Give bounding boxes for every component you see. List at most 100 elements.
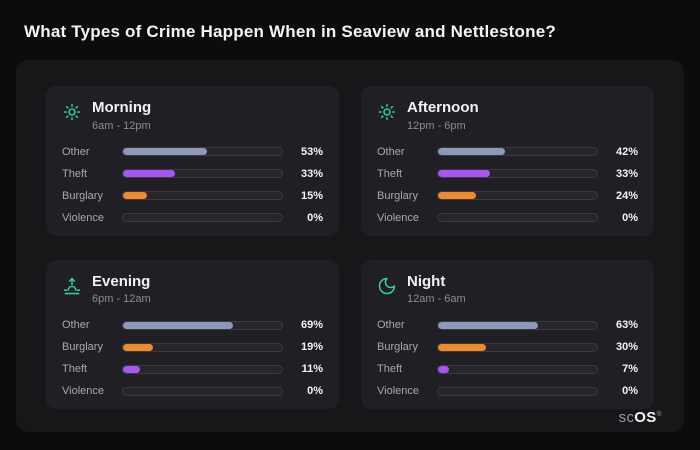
bar-label: Burglary: [62, 189, 103, 202]
bar-rows: Other 42% Theft 33% Burglary 24% Violenc…: [377, 146, 638, 224]
bar-rows: Other 63% Burglary 30% Theft 7% Violence: [377, 319, 638, 397]
bar-label: Violence: [62, 385, 104, 397]
bar-label: Theft: [377, 363, 403, 375]
bar-track: [122, 213, 283, 222]
bar-row: Other 42%: [377, 146, 638, 158]
bar-track: [437, 386, 598, 396]
bar-track: [437, 213, 598, 222]
card-head-text: Night 12am - 6am: [407, 273, 466, 305]
bar-row: Violence 0%: [62, 385, 323, 397]
bar-label: Theft: [62, 167, 88, 180]
bar-track: [437, 364, 598, 374]
bar-label: Theft: [62, 363, 88, 375]
dashboard-panel: Morning 6am - 12pm Other 53% Theft 33% B…: [16, 60, 684, 432]
bar-row: Burglary 19%: [62, 341, 323, 353]
bar-track: [122, 386, 283, 396]
bar-value: 63%: [615, 319, 638, 331]
bar-track: [437, 320, 598, 330]
page-title: What Types of Crime Happen When in Seavi…: [24, 22, 556, 41]
card-header: Night 12am - 6am: [377, 273, 638, 305]
bar-value: 0%: [622, 211, 638, 224]
card-header: Afternoon 12pm - 6pm: [377, 99, 638, 132]
card-title: Morning: [92, 99, 152, 116]
bar-row: Violence 0%: [377, 212, 638, 224]
bar-label: Other: [377, 319, 405, 331]
bar-row: Burglary 15%: [62, 190, 323, 202]
logo-suffix: OS: [634, 409, 657, 426]
bar-value: 53%: [300, 145, 323, 158]
bar-track: [437, 342, 598, 352]
cards-grid: Morning 6am - 12pm Other 53% Theft 33% B…: [46, 86, 654, 409]
bar-label: Burglary: [377, 341, 418, 353]
card-head-text: Evening 6pm - 12am: [92, 272, 151, 305]
bar-label: Burglary: [62, 341, 103, 353]
sunset-icon: [62, 276, 82, 296]
bar-fill: [123, 170, 176, 177]
bar-value: 69%: [300, 319, 323, 331]
bar-label: Violence: [377, 385, 419, 397]
page-header: What Types of Crime Happen When in Seavi…: [0, 0, 700, 56]
logo-registered-mark: ®: [656, 411, 662, 418]
bar-row: Other 69%: [62, 319, 323, 331]
bar-track: [122, 364, 283, 374]
logo-prefix: sc: [618, 409, 635, 426]
bar-track: [437, 191, 598, 200]
bar-value: 7%: [622, 363, 638, 375]
bar-fill: [438, 365, 450, 373]
bar-track: [437, 147, 598, 156]
card-morning: Morning 6am - 12pm Other 53% Theft 33% B…: [46, 86, 339, 236]
sun-icon: [62, 102, 82, 122]
card-head-text: Morning 6am - 12pm: [92, 99, 152, 132]
bar-value: 42%: [615, 145, 638, 158]
bar-value: 19%: [300, 341, 323, 353]
card-subtitle: 12pm - 6pm: [407, 119, 466, 132]
bar-label: Violence: [377, 211, 419, 224]
bar-fill: [438, 192, 477, 199]
bar-rows: Other 53% Theft 33% Burglary 15% Violenc…: [62, 146, 323, 224]
bar-rows: Other 69% Burglary 19% Theft 11% Violenc…: [62, 319, 323, 397]
bar-row: Burglary 30%: [377, 341, 638, 353]
card-subtitle: 12am - 6am: [407, 293, 466, 305]
bar-label: Theft: [377, 167, 403, 180]
bar-row: Theft 33%: [62, 168, 323, 180]
bar-track: [122, 320, 283, 330]
card-evening: Evening 6pm - 12am Other 69% Burglary 19…: [46, 259, 339, 409]
bar-value: 0%: [307, 385, 323, 397]
bar-value: 33%: [300, 167, 323, 180]
card-title: Evening: [92, 272, 151, 290]
bar-fill: [438, 170, 491, 177]
bar-value: 24%: [615, 189, 638, 202]
bar-label: Other: [377, 145, 405, 158]
bar-row: Violence 0%: [62, 212, 323, 224]
bar-value: 33%: [615, 167, 638, 180]
card-subtitle: 6am - 12pm: [92, 119, 151, 132]
bar-fill: [438, 343, 486, 351]
bar-row: Violence 0%: [377, 385, 638, 397]
bar-label: Burglary: [377, 189, 418, 202]
bar-fill: [438, 148, 505, 155]
bar-row: Other 53%: [62, 146, 323, 158]
bar-row: Other 63%: [377, 319, 638, 331]
moon-icon: [377, 276, 397, 296]
bar-value: 30%: [615, 341, 638, 353]
bar-track: [122, 147, 283, 156]
card-header: Evening 6pm - 12am: [62, 272, 323, 305]
bar-value: 15%: [300, 189, 323, 202]
bar-label: Violence: [62, 211, 104, 224]
bar-fill: [438, 321, 539, 329]
bar-track: [122, 191, 283, 200]
card-head-text: Afternoon 12pm - 6pm: [407, 99, 479, 132]
bar-label: Other: [62, 145, 90, 158]
bar-fill: [123, 192, 147, 199]
bar-row: Theft 33%: [377, 168, 638, 180]
bar-value: 0%: [307, 211, 323, 224]
bar-fill: [123, 365, 141, 373]
bar-value: 11%: [301, 363, 323, 375]
bar-row: Theft 7%: [377, 363, 638, 375]
bar-track: [122, 169, 283, 178]
scos-logo: scOS®: [619, 409, 662, 426]
bar-track: [122, 342, 283, 352]
bar-fill: [123, 343, 154, 351]
bar-label: Other: [62, 319, 90, 331]
card-header: Morning 6am - 12pm: [62, 99, 323, 132]
